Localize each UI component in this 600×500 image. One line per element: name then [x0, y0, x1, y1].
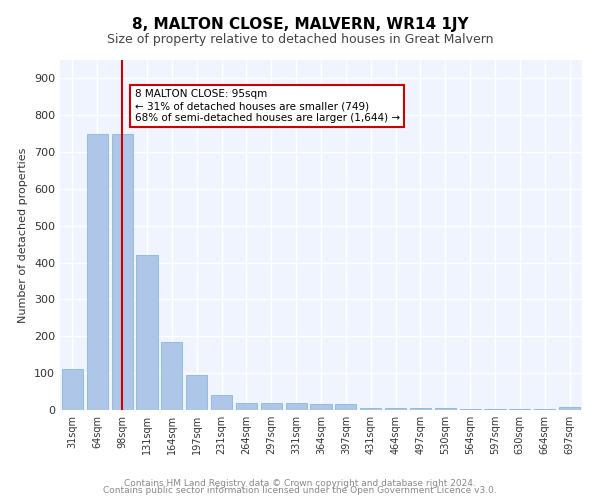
Bar — [136, 256, 158, 410]
Bar — [261, 402, 282, 410]
Bar — [62, 370, 83, 410]
Bar — [211, 396, 232, 410]
Bar — [112, 134, 133, 410]
Bar — [559, 407, 580, 410]
Text: Contains HM Land Registry data © Crown copyright and database right 2024.: Contains HM Land Registry data © Crown c… — [124, 478, 476, 488]
Bar — [385, 408, 406, 410]
Text: 8, MALTON CLOSE, MALVERN, WR14 1JY: 8, MALTON CLOSE, MALVERN, WR14 1JY — [131, 18, 469, 32]
Text: Contains public sector information licensed under the Open Government Licence v3: Contains public sector information licen… — [103, 486, 497, 495]
Bar — [186, 375, 207, 410]
Bar — [310, 404, 332, 410]
Text: Size of property relative to detached houses in Great Malvern: Size of property relative to detached ho… — [107, 32, 493, 46]
Bar — [360, 408, 381, 410]
Bar — [335, 404, 356, 410]
Text: 8 MALTON CLOSE: 95sqm
← 31% of detached houses are smaller (749)
68% of semi-det: 8 MALTON CLOSE: 95sqm ← 31% of detached … — [134, 90, 400, 122]
Bar — [410, 408, 431, 410]
Bar — [236, 402, 257, 410]
Y-axis label: Number of detached properties: Number of detached properties — [19, 148, 28, 322]
Bar — [161, 342, 182, 410]
Bar — [286, 402, 307, 410]
Bar — [435, 408, 456, 410]
Bar — [87, 134, 108, 410]
